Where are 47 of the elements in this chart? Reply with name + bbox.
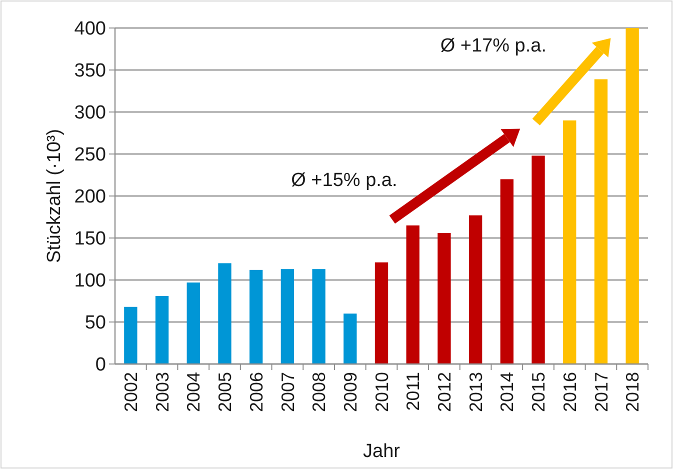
bar (406, 225, 420, 364)
x-tick-label: 2003 (152, 372, 172, 412)
bar (438, 232, 451, 364)
bar (532, 156, 545, 364)
x-axis-title: Jahr (363, 441, 401, 462)
x-tick-label: 2002 (120, 372, 141, 412)
x-tick-label: 2006 (246, 372, 266, 412)
y-tick-label: 400 (74, 18, 106, 40)
bar (626, 28, 639, 364)
bar (374, 262, 388, 364)
bar (468, 215, 482, 364)
bar (155, 296, 169, 364)
y-tick-label: 0 (95, 354, 106, 376)
x-tick-label: 2017 (591, 372, 612, 412)
annotation: Ø +17% p.a. (440, 35, 547, 56)
y-tick-label: 150 (74, 228, 106, 250)
x-tick-label: 2018 (622, 372, 643, 412)
x-tick-label: 2005 (215, 372, 236, 412)
x-tick-label: 2010 (372, 372, 392, 412)
bar (280, 269, 294, 364)
bar (344, 314, 357, 364)
x-tick-label: 2012 (434, 372, 455, 412)
y-tick-label: 200 (74, 186, 106, 208)
bar (218, 263, 232, 364)
y-tick-label: 50 (84, 312, 106, 334)
x-tick-label: 2016 (560, 372, 580, 412)
y-tick-label: 350 (74, 60, 106, 82)
y-tick-label: 300 (74, 102, 106, 124)
x-tick-label: 2004 (184, 372, 204, 412)
x-tick-label: 2009 (340, 372, 360, 412)
x-tick-label: 2013 (466, 372, 486, 412)
bar (124, 306, 138, 364)
x-tick-label: 2011 (403, 372, 424, 411)
bar (563, 120, 576, 364)
x-tick-label: 2007 (278, 372, 298, 412)
x-tick-label: 2015 (528, 372, 549, 412)
y-tick-label: 100 (74, 270, 106, 292)
bar (594, 79, 608, 364)
bar (250, 270, 263, 364)
y-tick-label: 250 (74, 144, 106, 166)
annotation: Ø +15% p.a. (291, 170, 398, 191)
x-tick-label: 2014 (497, 372, 518, 412)
y-axis-title: Stückzahl (·10³) (44, 128, 65, 264)
bar (500, 179, 514, 364)
bar (186, 282, 200, 364)
bar (312, 269, 326, 364)
x-tick-label: 2008 (309, 372, 330, 412)
